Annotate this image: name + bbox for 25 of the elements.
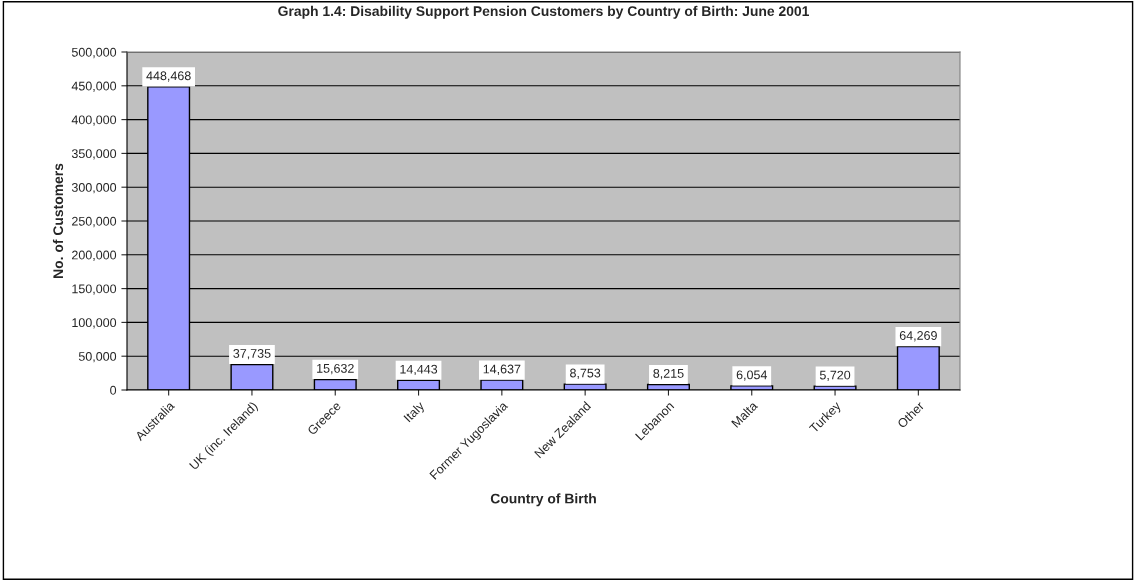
y-tick-label: 400,000: [71, 115, 117, 126]
y-tick-label: 150,000: [72, 284, 117, 295]
data-label: 64,269: [899, 331, 937, 342]
x-tick-label: Italy: [403, 400, 427, 425]
data-label: 448,468: [146, 71, 191, 82]
y-tick-label: 200,000: [72, 250, 117, 261]
data-label: 8,215: [653, 368, 684, 380]
data-label: 15,632: [317, 363, 354, 375]
data-label: 37,735: [233, 349, 271, 360]
data-label: 5,720: [819, 370, 851, 381]
y-tick-label: 100,000: [72, 318, 117, 329]
y-tick-label: 350,000: [71, 149, 117, 160]
chart-title: Graph 1.4: Disability Support Pension Customers by Country of Birth: June 2001: [278, 5, 809, 19]
y-tick-label: 300,000: [71, 183, 117, 194]
data-label: 6,054: [736, 370, 768, 381]
data-label: 14,443: [400, 364, 438, 376]
y-tick-label: 500,000: [71, 47, 117, 59]
y-tick-label: 250,000: [72, 216, 117, 228]
y-axis-title: No. of Customers: [52, 163, 64, 278]
y-tick-label: 50,000: [78, 352, 117, 363]
data-label: 14,637: [483, 364, 521, 375]
x-axis-title: Country of Birth: [490, 493, 596, 507]
data-label: 8,753: [570, 368, 601, 379]
y-tick-label: 0: [110, 385, 117, 395]
y-tick-label: 450,000: [71, 81, 117, 92]
